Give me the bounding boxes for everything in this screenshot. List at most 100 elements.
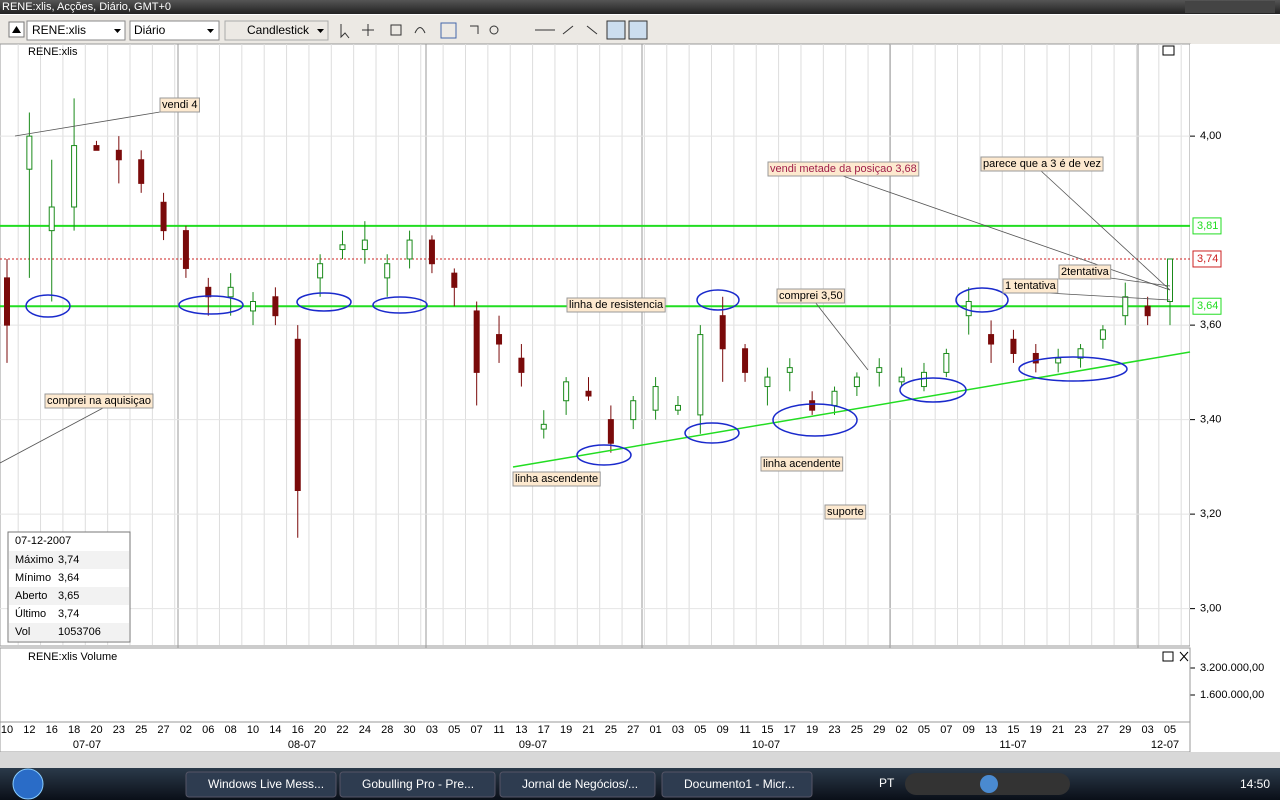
x-tick-label: 15	[1007, 724, 1019, 736]
vol-maximize[interactable]	[1162, 651, 1174, 662]
volume-panel	[0, 647, 1191, 723]
x-tick-label: 21	[582, 724, 594, 736]
x-tick-label: 05	[448, 724, 460, 736]
y-tick-label: 3,40	[1200, 414, 1221, 426]
info-row-bg	[9, 587, 129, 605]
x-tick-label: 05	[918, 724, 930, 736]
vol-close[interactable]	[1179, 651, 1189, 662]
task-button[interactable]	[661, 771, 813, 798]
info-row-bg	[9, 623, 129, 641]
candle-body	[428, 239, 435, 265]
candle-body	[1144, 305, 1151, 317]
candle-body	[1077, 348, 1084, 359]
price-panel	[0, 43, 1191, 647]
candle-body	[518, 357, 525, 373]
x-tick-label: 11	[739, 724, 750, 736]
info-label: Aberto	[15, 590, 47, 602]
candle-body	[853, 376, 860, 388]
status-bar	[0, 752, 1280, 768]
candle-body	[943, 352, 950, 373]
x-tick-label: 18	[68, 724, 80, 736]
task-button-text: Windows Live Mess...	[208, 777, 324, 791]
period-select[interactable]	[129, 20, 220, 41]
y-tick-label: 3,00	[1200, 603, 1221, 615]
candle-body	[406, 239, 413, 260]
candle-body	[48, 206, 55, 232]
style-select[interactable]	[224, 20, 329, 41]
candle-body	[965, 301, 972, 317]
candle-body	[697, 334, 704, 416]
annotation-box	[824, 504, 867, 520]
language: PT	[879, 776, 895, 790]
x-tick-label: 17	[784, 724, 796, 736]
annotation: suporte	[827, 506, 864, 518]
candle-body	[361, 239, 368, 251]
symbol-text: RENE:xlis	[32, 23, 86, 37]
level-tag	[1192, 250, 1222, 268]
candle-body	[898, 376, 905, 383]
x-tick-label: 25	[851, 724, 863, 736]
trend-lines	[512, 351, 1191, 468]
price-axis	[1190, 44, 1280, 724]
start-button[interactable]	[12, 768, 44, 800]
candle-body	[115, 149, 122, 161]
symbol-select[interactable]	[26, 20, 126, 41]
task-button[interactable]	[185, 771, 337, 798]
level-label: 3,74	[1197, 253, 1218, 265]
info-date: 07-12-2007	[15, 535, 71, 547]
candle-body	[294, 338, 301, 491]
task-button-text: Jornal de Negócios/...	[522, 777, 638, 791]
annotation-box	[512, 471, 601, 487]
annotation: vendi 4	[162, 99, 197, 111]
x-tick-label: 29	[1119, 724, 1131, 736]
maximize-button[interactable]	[1162, 45, 1175, 56]
x-tick-label: 23	[828, 724, 840, 736]
month-label: 10-07	[752, 739, 780, 751]
candle-body	[1167, 258, 1173, 303]
task-button[interactable]	[499, 771, 656, 798]
level-tag	[1192, 297, 1222, 315]
task-button-text: Documento1 - Micr...	[684, 777, 795, 791]
candle-body	[540, 423, 547, 430]
candle-body	[607, 419, 614, 444]
x-tick-label: 25	[135, 724, 147, 736]
info-value: 3,64	[58, 572, 79, 584]
task-button-text: Gobulling Pro - Pre...	[362, 777, 474, 791]
annotation: linha ascendente	[515, 473, 598, 485]
candle-body	[674, 404, 681, 411]
play-pause[interactable]	[980, 775, 998, 793]
tool-icons[interactable]	[340, 20, 648, 40]
annotation-box	[760, 456, 844, 472]
level-label: 3,64	[1197, 300, 1218, 312]
chart-title: RENE:xlis	[28, 46, 78, 58]
candle-body	[563, 381, 570, 402]
x-tick-label: 25	[605, 724, 617, 736]
annotation: 1 tentativa	[1005, 280, 1057, 292]
task-button[interactable]	[339, 771, 496, 798]
x-tick-label: 02	[895, 724, 907, 736]
candle-body	[496, 334, 503, 345]
annotation-box	[159, 97, 200, 113]
x-tick-label: 22	[336, 724, 348, 736]
candle-body	[1099, 329, 1106, 340]
candle-body	[227, 286, 234, 298]
candle-body	[451, 272, 458, 288]
x-tick-label: 16	[46, 724, 58, 736]
candle-body	[1122, 296, 1129, 317]
candle-body	[1010, 338, 1017, 354]
annotation-box	[776, 288, 846, 304]
annotation: 2tentativa	[1061, 266, 1110, 278]
info-value: 3,65	[58, 590, 79, 602]
x-tick-label: 13	[985, 724, 997, 736]
candle-body	[339, 244, 346, 251]
annotation-box	[566, 297, 666, 313]
x-tick-label: 20	[90, 724, 102, 736]
window-controls[interactable]	[1185, 1, 1275, 13]
y-tick-label: 3,20	[1200, 508, 1221, 520]
candle-body	[384, 263, 391, 279]
candle-body	[585, 390, 592, 397]
x-tick-label: 23	[113, 724, 125, 736]
x-tick-label: 05	[1164, 724, 1176, 736]
